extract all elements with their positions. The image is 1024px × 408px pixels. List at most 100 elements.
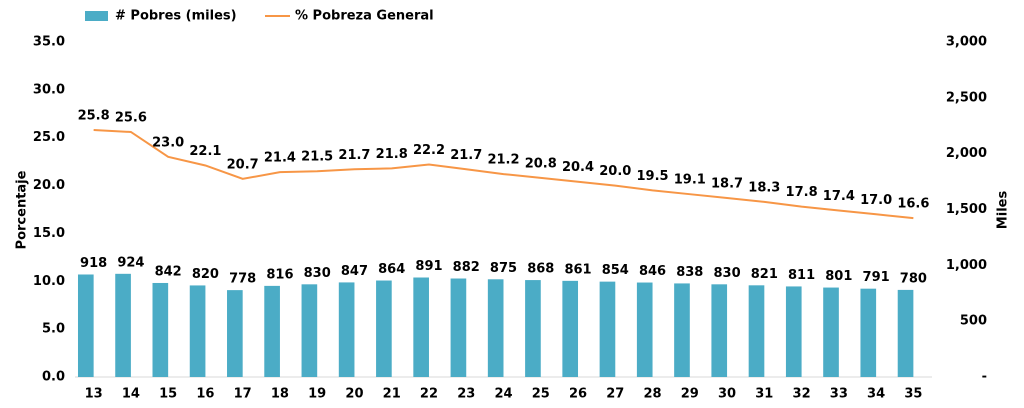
bar-label: 842 — [155, 264, 182, 279]
y2-tick-label: 1,500 — [946, 202, 987, 217]
x-tick-label: 30 — [718, 387, 736, 402]
line-label: 23.0 — [152, 135, 184, 150]
bar — [115, 273, 131, 377]
x-tick-label: 21 — [383, 387, 401, 402]
bar — [785, 286, 802, 377]
x-tick-label: 32 — [793, 387, 811, 402]
x-tick-label: 13 — [85, 387, 103, 402]
bar — [823, 287, 839, 377]
bar — [301, 284, 318, 377]
bar-label: 778 — [229, 272, 256, 287]
bar — [860, 288, 877, 377]
x-tick-label: 22 — [420, 387, 438, 402]
line — [93, 129, 914, 220]
y-tick-label: 15.0 — [33, 226, 65, 241]
bar-label: 847 — [341, 264, 368, 279]
y2-tick-label: 2,500 — [946, 90, 987, 105]
x-tick-label: 25 — [532, 387, 550, 402]
bar-label: 780 — [900, 271, 927, 286]
bar-label: 830 — [304, 266, 331, 281]
bar-label: 854 — [602, 263, 629, 278]
x-tick-label: 33 — [830, 387, 848, 402]
line-label: 22.2 — [413, 143, 445, 158]
x-tick-label: 34 — [867, 387, 885, 402]
x-tick-label: 23 — [457, 387, 475, 402]
line-label: 22.1 — [189, 144, 221, 159]
y-tick-label: 35.0 — [33, 35, 65, 50]
line-label: 17.4 — [823, 189, 855, 204]
line-label: 21.7 — [450, 148, 482, 163]
x-tick-label: 31 — [755, 387, 773, 402]
x-tick-label: 20 — [345, 387, 363, 402]
y-tick-label: 5.0 — [42, 322, 65, 337]
bar-label: 924 — [117, 255, 144, 270]
line-label: 17.0 — [860, 193, 892, 208]
bar — [77, 274, 94, 377]
bar — [748, 285, 765, 377]
bar-label: 801 — [825, 269, 852, 284]
bar — [189, 285, 206, 377]
line-label: 17.8 — [786, 185, 818, 200]
line-label: 21.5 — [301, 150, 333, 165]
bar — [487, 279, 504, 377]
y2-tick-label: - — [982, 370, 987, 385]
x-tick-label: 15 — [159, 387, 177, 402]
y-tick-label: 10.0 — [33, 274, 65, 289]
x-tick-label: 35 — [904, 387, 922, 402]
bar — [636, 282, 653, 377]
bar — [227, 290, 243, 377]
bar-label: 891 — [415, 259, 442, 274]
line-label: 20.8 — [525, 156, 557, 171]
bar — [338, 282, 355, 377]
bar — [376, 280, 392, 377]
y2-tick-label: 3,000 — [946, 35, 987, 50]
bar-label: 820 — [192, 267, 219, 282]
x-tick-label: 18 — [271, 387, 289, 402]
y-tick-label: 0.0 — [42, 370, 65, 385]
bar-label: 882 — [453, 260, 480, 275]
line-label: 25.8 — [78, 109, 110, 124]
y2-tick-label: 500 — [960, 314, 987, 329]
y2-axis-title: Miles — [996, 191, 1011, 230]
line-label: 21.7 — [338, 148, 370, 163]
line-label: 18.7 — [711, 177, 743, 192]
bar-label: 918 — [80, 256, 107, 271]
bar-label: 868 — [527, 262, 554, 277]
line-label: 19.5 — [637, 169, 669, 184]
bar — [264, 285, 280, 377]
x-tick-label: 27 — [606, 387, 624, 402]
x-tick-label: 16 — [196, 387, 214, 402]
bar-label: 875 — [490, 261, 517, 276]
line-label: 25.6 — [115, 110, 147, 125]
bar-label: 830 — [713, 266, 740, 281]
bar — [413, 277, 429, 377]
line-label: 20.7 — [227, 157, 259, 172]
bar-label: 864 — [378, 262, 405, 277]
line-label: 16.6 — [897, 197, 929, 212]
line-label: 21.8 — [376, 147, 408, 162]
bar-label: 821 — [751, 267, 778, 282]
line-label: 20.0 — [599, 164, 631, 179]
x-tick-label: 14 — [122, 387, 140, 402]
y-tick-label: 20.0 — [33, 178, 65, 193]
line-label: 19.1 — [674, 173, 706, 188]
bar — [897, 289, 914, 377]
bar — [525, 280, 541, 377]
y-tick-label: 30.0 — [33, 82, 65, 97]
y2-tick-label: 1,000 — [946, 258, 987, 273]
bar-label: 811 — [788, 268, 815, 283]
legend-label: # Pobres (miles) — [115, 9, 237, 24]
x-tick-label: 19 — [308, 387, 326, 402]
bar — [562, 280, 579, 377]
legend-swatch — [85, 11, 108, 21]
legend-label: % Pobreza General — [295, 9, 434, 24]
bar-label: 791 — [863, 270, 890, 285]
bar — [450, 278, 467, 377]
x-tick-label: 29 — [681, 387, 699, 402]
x-tick-label: 17 — [234, 387, 252, 402]
y2-tick-label: 2,000 — [946, 146, 987, 161]
bar-label: 861 — [564, 262, 591, 277]
line-label: 21.2 — [487, 153, 519, 168]
x-tick-label: 28 — [643, 387, 661, 402]
